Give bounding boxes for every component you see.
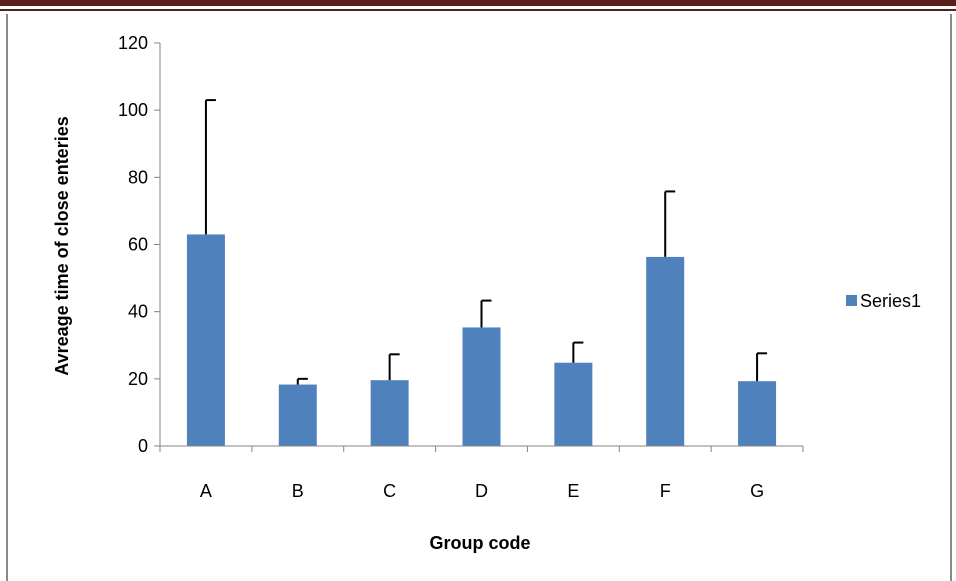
legend: Series1 (846, 291, 921, 311)
bar-d (462, 327, 501, 446)
page-frame (6, 14, 952, 581)
bar-a (186, 234, 225, 446)
y-axis-title: Avreage time of close enteries (52, 116, 72, 375)
legend-label-series1: Series1 (860, 291, 921, 311)
bars-group (186, 234, 777, 446)
y-tick-label: 20 (128, 369, 148, 389)
x-tick-label-c: C (383, 481, 396, 501)
y-axis-ticks: 0 20 40 60 80 100 120 (118, 33, 160, 456)
header-rule-thin (0, 9, 956, 11)
bar-b (278, 384, 317, 446)
y-tick-label: 120 (118, 33, 148, 53)
y-tick-label: 60 (128, 235, 148, 255)
x-axis-title: Group code (429, 533, 530, 553)
x-tick-label-e: E (567, 481, 579, 501)
bar-f (646, 256, 685, 446)
x-tick-label-g: G (750, 481, 764, 501)
bar-c (370, 380, 409, 446)
y-tick-label: 40 (128, 302, 148, 322)
bar-g (738, 381, 777, 446)
x-tick-label-d: D (475, 481, 488, 501)
axes-group (159, 43, 803, 447)
y-tick-label: 100 (118, 100, 148, 120)
x-tick-label-b: B (292, 481, 304, 501)
error-bars-group (204, 99, 768, 385)
x-axis-ticks: A B C D E F G (159, 446, 804, 501)
header-rule-thick (0, 0, 956, 6)
x-tick-label-a: A (200, 481, 212, 501)
y-tick-label: 80 (128, 167, 148, 187)
legend-swatch-series1 (846, 295, 857, 306)
bar-e (554, 362, 593, 446)
y-tick-label: 0 (138, 436, 148, 456)
x-tick-label-f: F (660, 481, 671, 501)
